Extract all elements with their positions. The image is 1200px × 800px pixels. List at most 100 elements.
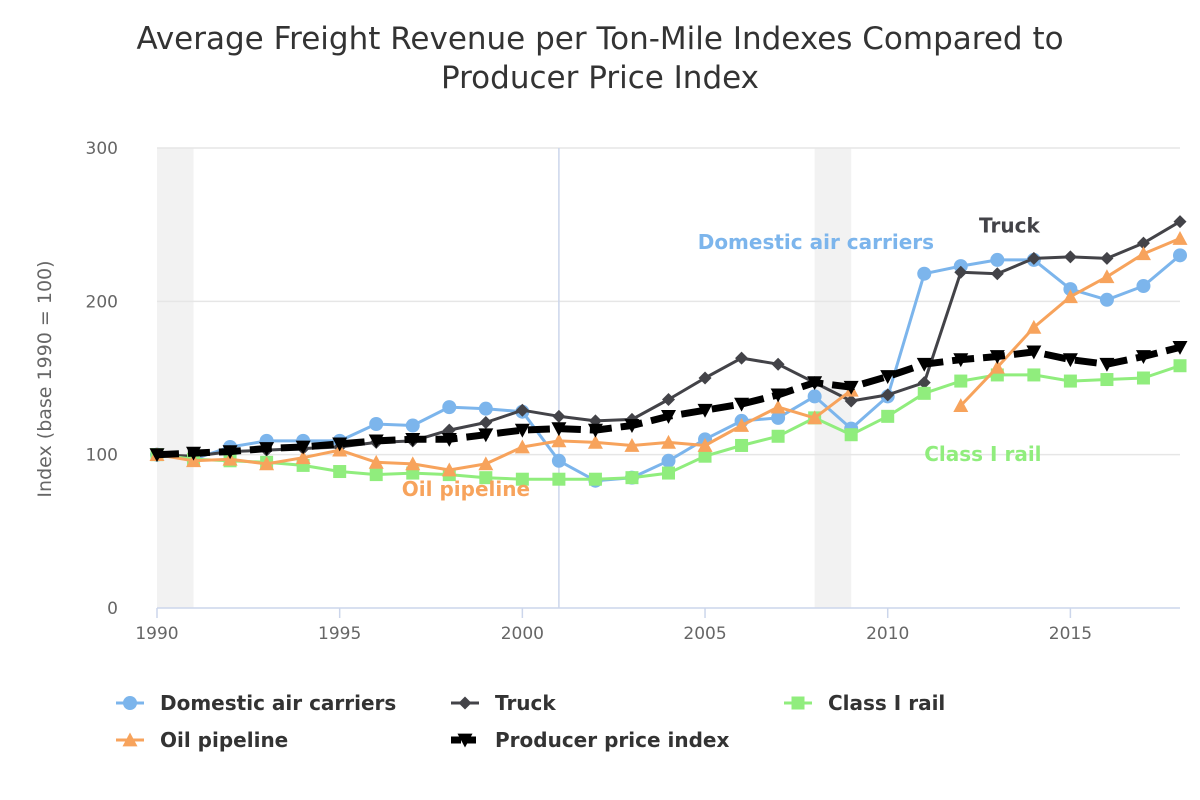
point-class-i-rail-2012: [954, 374, 968, 388]
point-producer-price-index-2010: [880, 370, 896, 384]
point-truck-2005: [698, 371, 712, 385]
point-oil-pipeline-2007: [770, 399, 786, 414]
annotation-class-i-rail: Class I rail: [924, 442, 1041, 466]
point-oil-pipeline-1997: [405, 456, 421, 471]
point-class-i-rail-2017: [1136, 371, 1150, 385]
point-class-i-rail-2015: [1063, 374, 1077, 388]
point-producer-price-index-1998: [441, 432, 457, 447]
point-domestic-air-carriers-2004: [661, 453, 676, 468]
point-oil-pipeline-2006: [734, 418, 750, 432]
point-truck-2010: [881, 388, 895, 402]
point-class-i-rail-2002: [588, 472, 602, 486]
point-producer-price-index-2005: [697, 403, 713, 418]
point-truck-2009: [844, 394, 858, 408]
point-domestic-air-carriers-2016: [1099, 292, 1114, 307]
point-class-i-rail-2003: [625, 471, 639, 485]
point-class-i-rail-2006: [735, 438, 749, 452]
point-producer-price-index-2014: [1026, 345, 1042, 360]
point-producer-price-index-2001: [551, 422, 567, 437]
x-tick-label-1990: 1990: [135, 624, 178, 644]
series-oil-pipeline: [149, 230, 1188, 477]
series-class-i-rail: [150, 359, 1187, 486]
point-truck-2004: [662, 392, 675, 406]
point-truck-2007: [771, 357, 785, 371]
point-domestic-air-carriers-2001: [551, 453, 566, 468]
legend-label-oil-pipeline: Oil pipeline: [160, 728, 288, 752]
legend-item-oil-pipeline[interactable]: Oil pipeline: [116, 728, 288, 752]
x-tick-label-2010: 2010: [866, 624, 909, 644]
point-producer-price-index-2008: [807, 376, 823, 391]
point-producer-price-index-1995: [332, 437, 348, 452]
point-domestic-air-carriers-2013: [990, 252, 1005, 267]
y-tick-label-0: 0: [107, 599, 118, 619]
point-class-i-rail-2009: [844, 428, 858, 442]
point-oil-pipeline-2017: [1135, 246, 1151, 261]
point-oil-pipeline-2014: [1026, 319, 1042, 334]
point-producer-price-index-1996: [368, 434, 384, 449]
y-axis: 0 100 200 300: [86, 139, 118, 619]
series-line-oil-pipeline-0: [156, 389, 853, 472]
point-producer-price-index-2007: [770, 388, 786, 403]
point-producer-price-index-2004: [661, 409, 676, 424]
y-tick-label-200: 200: [86, 292, 118, 312]
point-oil-pipeline-2008: [807, 410, 823, 425]
legend-item-truck[interactable]: Truck: [451, 691, 556, 715]
chart-title-line-1: Average Freight Revenue per Ton-Mile Ind…: [136, 21, 1063, 57]
point-class-i-rail-2011: [917, 386, 931, 400]
annotations: Domestic air carriers Truck Class I rail Oi…: [402, 213, 1042, 501]
point-producer-price-index-1992: [222, 445, 238, 460]
point-producer-price-index-2006: [734, 397, 750, 412]
point-oil-pipeline-2016: [1099, 269, 1115, 284]
point-oil-pipeline-2018: [1172, 230, 1188, 245]
legend-item-class-i-rail[interactable]: Class I rail: [784, 691, 945, 715]
x-tick-label-2015: 2015: [1049, 624, 1092, 644]
point-truck-2001: [552, 409, 566, 423]
point-oil-pipeline-2001: [551, 433, 567, 448]
y-axis-label: Index (base 1990 = 100): [34, 260, 56, 497]
point-producer-price-index-1997: [405, 432, 421, 447]
point-domestic-air-carriers-1996: [369, 417, 384, 431]
legend-marker-truck: [458, 696, 472, 710]
point-domestic-air-carriers-2017: [1136, 279, 1151, 293]
legend-marker-oil-pipeline: [122, 732, 138, 747]
x-tick-label-1995: 1995: [318, 624, 361, 644]
legend-label-domestic-air-carriers: Domestic air carriers: [160, 691, 396, 715]
point-oil-pipeline-2004: [661, 434, 676, 449]
legend-marker-producer-price-index: [457, 733, 473, 748]
y-tick-label-100: 100: [86, 446, 118, 466]
point-producer-price-index-2015: [1062, 353, 1078, 368]
point-class-i-rail-1996: [369, 468, 383, 482]
point-producer-price-index-2016: [1099, 357, 1115, 372]
legend-label-producer-price-index: Producer price index: [495, 728, 729, 752]
series-group: [149, 215, 1188, 488]
point-oil-pipeline-2005: [697, 437, 713, 452]
point-domestic-air-carriers-2018: [1173, 248, 1187, 263]
legend-label-class-i-rail: Class I rail: [828, 691, 945, 715]
point-truck-2015: [1063, 250, 1077, 264]
legend-item-producer-price-index[interactable]: Producer price index: [451, 728, 729, 752]
point-class-i-rail-2004: [662, 466, 675, 480]
point-producer-price-index-1999: [478, 428, 494, 443]
point-truck-2012: [954, 265, 968, 279]
point-truck-2018: [1173, 215, 1187, 229]
point-domestic-air-carriers-1998: [442, 400, 457, 415]
point-producer-price-index-2009: [843, 380, 859, 395]
point-producer-price-index-2018: [1172, 340, 1188, 355]
point-class-i-rail-2018: [1173, 359, 1187, 373]
x-tick-label-2000: 2000: [501, 624, 544, 644]
point-oil-pipeline-1998: [441, 462, 457, 477]
point-truck-2016: [1100, 251, 1114, 265]
point-class-i-rail-2016: [1100, 373, 1114, 387]
chart-title-line-2: Producer Price Index: [441, 60, 759, 96]
point-truck-2017: [1136, 236, 1150, 250]
point-oil-pipeline-2013: [989, 359, 1005, 374]
point-class-i-rail-2001: [552, 472, 566, 486]
point-domestic-air-carriers-2015: [1063, 282, 1078, 297]
point-producer-price-index-2002: [587, 423, 603, 438]
point-oil-pipeline-1994: [295, 450, 311, 465]
legend-item-domestic-air-carriers[interactable]: Domestic air carriers: [116, 691, 396, 715]
y-gridlines: [157, 147, 1180, 456]
annotation-truck: Truck: [979, 213, 1040, 237]
point-truck-2011: [917, 376, 931, 390]
